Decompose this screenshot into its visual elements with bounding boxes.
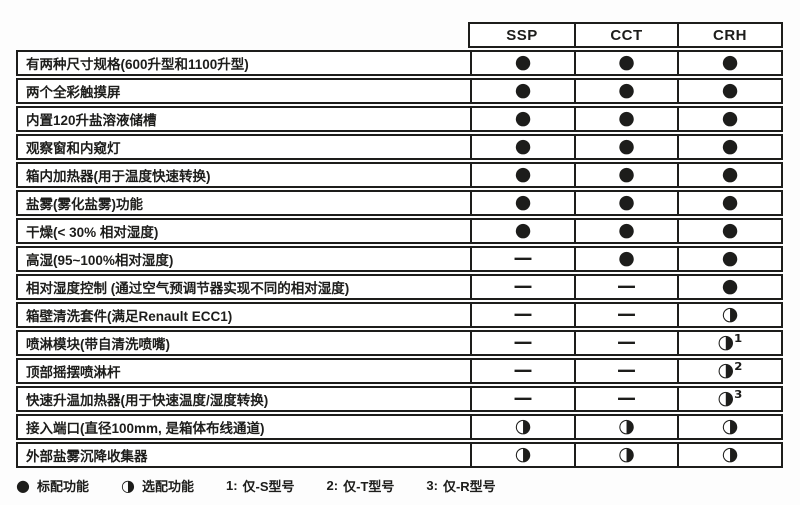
feature-cell: 两个全彩触摸屏: [26, 85, 121, 100]
value-cell-cct: ◑: [574, 416, 677, 438]
legend: ● 标配功能 ◑ 选配功能 1: 仅-S型号 2: 仅-T型号 3: 仅-R型号: [16, 476, 496, 495]
value-cell-ssp: ●: [470, 108, 574, 130]
legend-note-1: 1: 仅-S型号: [226, 476, 295, 495]
value-cell-cct: ●: [574, 80, 677, 102]
legend-note-3-num: 3:: [426, 478, 438, 493]
legend-standard-label: 标配功能: [36, 479, 89, 494]
table-row: 箱壁清洗套件(满足Renault ECC1) — — ◑: [16, 302, 783, 328]
column-header-cct: CCT: [574, 24, 677, 46]
value-cell-cct: ●: [574, 108, 677, 130]
value-cell-ssp: —: [470, 388, 574, 410]
table-row: 顶部摇摆喷淋杆 — — ◑²: [16, 358, 783, 384]
feature-cell: 箱内加热器(用于温度快速转换): [26, 169, 211, 184]
value-cell-ssp: ●: [470, 192, 574, 214]
value-cell-crh: ●: [677, 164, 781, 186]
value-cell-ssp: ●: [470, 220, 574, 242]
value-cell-cct: —: [574, 360, 677, 382]
feature-cell: 盐雾(雾化盐雾)功能: [26, 197, 143, 212]
value-cell-crh: ●: [677, 192, 781, 214]
value-cell-cct: ●: [574, 164, 677, 186]
table-row: 箱内加热器(用于温度快速转换) ● ● ●: [16, 162, 783, 188]
value-cell-ssp: ◑: [470, 444, 574, 466]
value-cell-cct: —: [574, 304, 677, 326]
legend-item-optional: ◑ 选配功能: [121, 476, 194, 495]
table-row: 盐雾(雾化盐雾)功能 ● ● ●: [16, 190, 783, 216]
value-cell-cct: —: [574, 388, 677, 410]
table-row: 外部盐雾沉降收集器 ◑ ◑ ◑: [16, 442, 783, 468]
table-row: 有两种尺寸规格(600升型和1100升型) ● ● ●: [16, 50, 783, 76]
feature-cell: 相对湿度控制 (通过空气预调节器实现不同的相对湿度): [26, 281, 350, 296]
legend-note-1-label: 仅-S型号: [242, 479, 295, 494]
feature-cell: 高湿(95~100%相对湿度): [26, 253, 174, 268]
table-row: 喷淋模块(带自清洗喷嘴) — — ◑¹: [16, 330, 783, 356]
value-cell-cct: ●: [574, 192, 677, 214]
value-cell-cct: ◑: [574, 444, 677, 466]
value-cell-crh: ●: [677, 80, 781, 102]
value-cell-cct: ●: [574, 52, 677, 74]
value-cell-crh: ◑: [677, 444, 781, 466]
value-cell-crh: ●: [677, 52, 781, 74]
value-cell-crh: ●: [677, 276, 781, 298]
filled-circle-icon: ●: [16, 475, 30, 495]
value-cell-crh: ◑: [677, 416, 781, 438]
value-cell-ssp: ●: [470, 80, 574, 102]
feature-cell: 箱壁清洗套件(满足Renault ECC1): [26, 309, 233, 324]
value-cell-crh: ●: [677, 220, 781, 242]
legend-item-standard: ● 标配功能: [16, 476, 89, 495]
feature-cell: 有两种尺寸规格(600升型和1100升型): [26, 57, 249, 72]
value-cell-crh: ◑: [677, 304, 781, 326]
value-cell-ssp: ◑: [470, 416, 574, 438]
table-header-row: SSP CCT CRH: [468, 22, 783, 48]
value-cell-ssp: —: [470, 276, 574, 298]
value-cell-crh: ●: [677, 248, 781, 270]
feature-cell: 快速升温加热器(用于快速温度/湿度转换): [26, 393, 269, 408]
table-row: 内置120升盐溶液储槽 ● ● ●: [16, 106, 783, 132]
value-cell-cct: —: [574, 276, 677, 298]
table-row: 相对湿度控制 (通过空气预调节器实现不同的相对湿度) — — ●: [16, 274, 783, 300]
value-cell-cct: —: [574, 332, 677, 354]
legend-note-1-num: 1:: [225, 478, 238, 493]
value-cell-crh: ●: [677, 108, 781, 130]
value-cell-ssp: ●: [470, 136, 574, 158]
value-cell-cct: ●: [574, 136, 677, 158]
legend-optional-label: 选配功能: [141, 479, 194, 494]
value-cell-crh: ◑¹: [677, 332, 781, 354]
value-cell-crh: ◑³: [677, 388, 781, 410]
legend-note-2-label: 仅-T型号: [343, 479, 395, 494]
legend-note-3-label: 仅-R型号: [442, 479, 496, 494]
feature-cell: 观察窗和内窥灯: [26, 141, 121, 156]
legend-note-3: 3: 仅-R型号: [426, 476, 495, 495]
value-cell-cct: ●: [574, 248, 677, 270]
feature-cell: 顶部摇摆喷淋杆: [26, 365, 121, 380]
value-cell-crh: ◑²: [677, 360, 781, 382]
feature-cell: 接入端口(直径100mm, 是箱体布线通道): [26, 421, 265, 436]
column-header-ssp: SSP: [506, 26, 538, 44]
value-cell-ssp: —: [470, 360, 574, 382]
table-row: 干燥(< 30% 相对湿度) ● ● ●: [16, 218, 783, 244]
value-cell-ssp: —: [470, 248, 574, 270]
table-body: 有两种尺寸规格(600升型和1100升型) ● ● ● 两个全彩触摸屏 ● ● …: [16, 50, 783, 468]
value-cell-ssp: —: [470, 304, 574, 326]
table-row: 两个全彩触摸屏 ● ● ●: [16, 78, 783, 104]
half-circle-icon: ◑: [120, 475, 135, 495]
value-cell-cct: ●: [574, 220, 677, 242]
legend-note-2: 2: 仅-T型号: [327, 476, 395, 495]
feature-comparison-table: SSP CCT CRH 有两种尺寸规格(600升型和1100升型) ● ● ● …: [16, 22, 783, 470]
value-cell-ssp: ●: [470, 164, 574, 186]
column-header-crh: CRH: [677, 24, 781, 46]
legend-note-2-num: 2:: [326, 478, 339, 493]
table-row: 高湿(95~100%相对湿度) — ● ●: [16, 246, 783, 272]
table-row: 观察窗和内窥灯 ● ● ●: [16, 134, 783, 160]
value-cell-crh: ●: [677, 136, 781, 158]
table-row: 快速升温加热器(用于快速温度/湿度转换) — — ◑³: [16, 386, 783, 412]
feature-cell: 喷淋模块(带自清洗喷嘴): [26, 337, 170, 352]
feature-cell: 内置120升盐溶液储槽: [26, 113, 157, 128]
feature-cell: 外部盐雾沉降收集器: [26, 449, 148, 464]
table-row: 接入端口(直径100mm, 是箱体布线通道) ◑ ◑ ◑: [16, 414, 783, 440]
feature-cell: 干燥(< 30% 相对湿度): [26, 225, 159, 240]
value-cell-ssp: —: [470, 332, 574, 354]
value-cell-ssp: ●: [470, 52, 574, 74]
